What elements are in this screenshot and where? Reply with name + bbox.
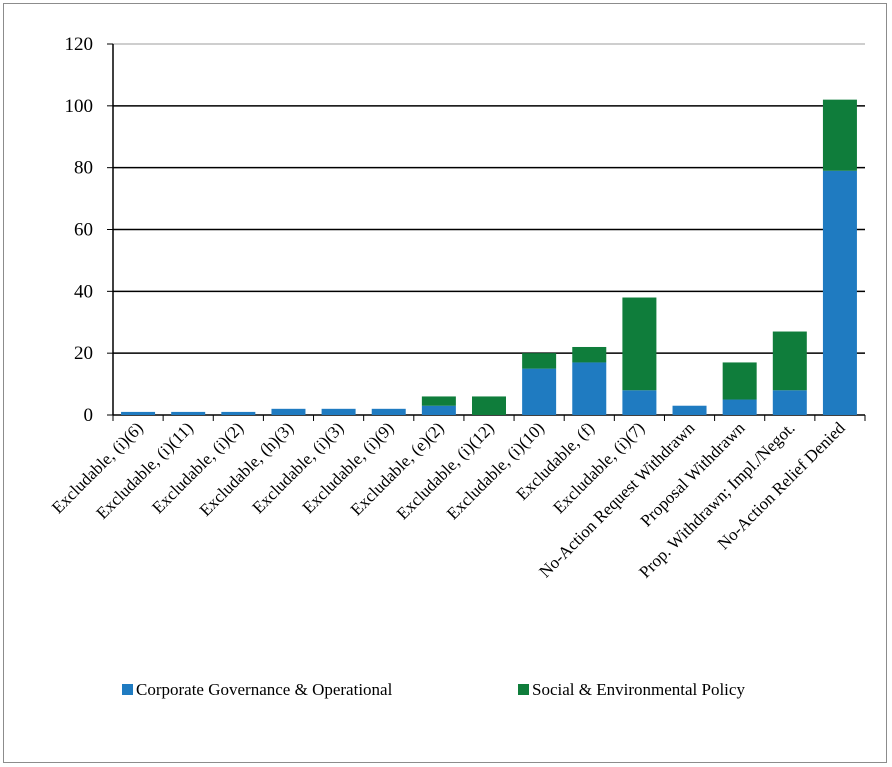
bar-segment-series-1 (171, 411, 206, 415)
legend-swatch (122, 684, 133, 695)
bar-segment-series-1 (371, 408, 406, 415)
y-tick-label: 20 (74, 343, 93, 364)
bar-segment-series-2 (822, 99, 857, 171)
bar-segment-series-1 (522, 368, 557, 415)
bar-segment-series-2 (772, 331, 807, 391)
bar-segment-series-1 (321, 408, 356, 415)
bar-segment-series-2 (622, 297, 657, 391)
category-label: Excludable, (i)(9) (299, 418, 398, 517)
legend-swatch (518, 684, 529, 695)
bar-segment-series-1 (672, 405, 707, 415)
bar-segment-series-1 (822, 170, 857, 415)
bar-segment-series-1 (722, 399, 757, 415)
y-tick-label: 100 (65, 96, 94, 117)
bar-segment-series-2 (421, 396, 456, 406)
category-label: Excludable, (i)(2) (148, 418, 247, 517)
bar-segment-series-1 (572, 362, 607, 415)
y-tick-label: 120 (65, 34, 94, 55)
category-label: Excludable, (i)(7) (549, 418, 648, 517)
y-tick-label: 40 (74, 281, 93, 302)
y-tick-label: 60 (74, 220, 93, 241)
category-label: Excludable, (i)(6) (48, 418, 147, 517)
bar-segment-series-2 (722, 362, 757, 400)
bar-segment-series-1 (121, 411, 156, 415)
bar-segment-series-1 (221, 411, 256, 415)
y-tick-label: 0 (84, 405, 94, 426)
bar-segment-series-1 (271, 408, 306, 415)
bar-segment-series-1 (421, 405, 456, 415)
bar-segment-series-1 (772, 390, 807, 415)
bar-segment-series-2 (522, 353, 557, 369)
y-tick-label: 80 (74, 158, 93, 179)
bar-segment-series-1 (622, 390, 657, 415)
legend-label: Corporate Governance & Operational (136, 680, 393, 699)
bar-segment-series-2 (472, 396, 506, 415)
legend-label: Social & Environmental Policy (532, 680, 745, 699)
bar-segment-series-2 (572, 346, 607, 363)
category-label: Excludable, (i)(3) (249, 418, 348, 517)
